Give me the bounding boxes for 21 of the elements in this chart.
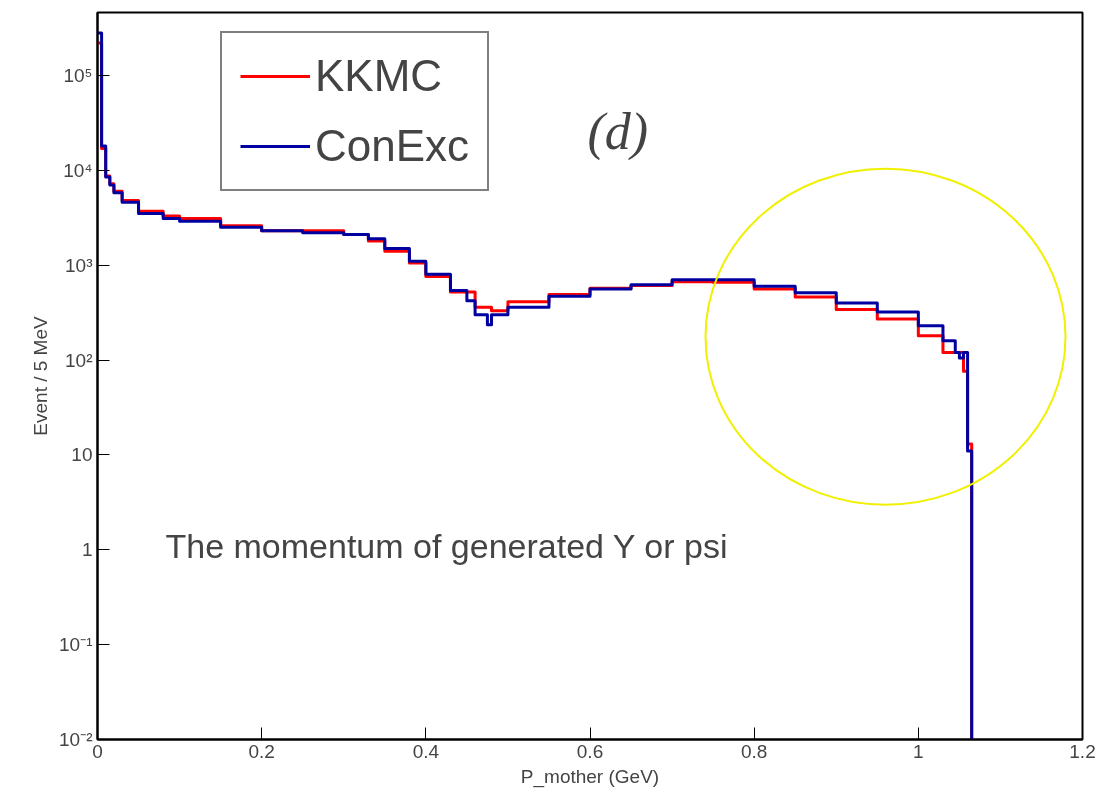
y-tick-label: 10 bbox=[71, 444, 93, 466]
y-tick-label: 10² bbox=[65, 349, 93, 371]
annotation: The momentum of generated Y or psi bbox=[165, 526, 728, 565]
annotation: (d) bbox=[587, 102, 649, 161]
legend-label: KKMC bbox=[315, 51, 443, 101]
legend-label: ConExc bbox=[315, 121, 470, 171]
y-tick-label: 10⁵ bbox=[63, 64, 93, 86]
x-tick-label: 0.4 bbox=[412, 740, 440, 762]
y-tick-label: 10⁻² bbox=[59, 729, 93, 750]
x-tick-label: 1 bbox=[913, 740, 924, 762]
x-axis-title: P_mother (GeV) bbox=[520, 765, 660, 788]
y-tick-label: 1 bbox=[81, 539, 93, 561]
x-tick-label: 0.2 bbox=[248, 740, 275, 762]
y-tick-label: 10⁻¹ bbox=[59, 634, 93, 656]
x-tick-label: 0.6 bbox=[576, 740, 604, 762]
y-tick-label: 10⁴ bbox=[63, 159, 93, 181]
x-tick-label: 0 bbox=[92, 740, 103, 762]
y-tick-label: 10³ bbox=[65, 254, 93, 276]
y-axis-title: Event / 5 MeV bbox=[30, 316, 52, 436]
x-tick-label: 0.8 bbox=[740, 740, 768, 762]
x-tick-label: 1.2 bbox=[1069, 740, 1096, 762]
